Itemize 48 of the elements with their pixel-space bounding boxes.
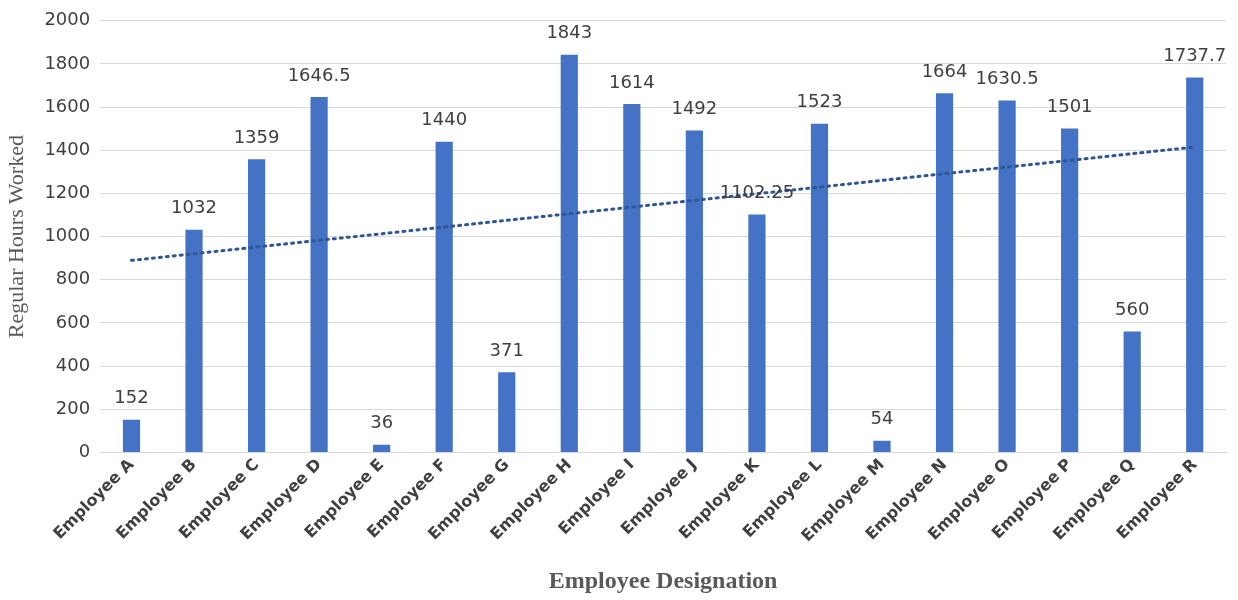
data-label: 371 <box>489 339 524 361</box>
y-axis-title: Regular Hours Worked <box>2 135 28 339</box>
data-label: 36 <box>370 411 394 433</box>
data-label: 1359 <box>233 125 280 147</box>
y-tick-label: 200 <box>55 396 91 418</box>
y-tick-label: 600 <box>55 310 91 332</box>
y-tick-label: 1000 <box>44 224 91 246</box>
data-label: 1737.7 <box>1163 44 1227 66</box>
bar <box>1061 128 1079 452</box>
bar <box>685 130 703 452</box>
bar <box>935 93 954 452</box>
bar <box>1186 77 1204 452</box>
y-tick-label: 1600 <box>44 94 91 116</box>
x-axis-title: Employee Designation <box>548 566 778 593</box>
data-label: 560 <box>1115 298 1150 320</box>
bar <box>998 100 1016 452</box>
bar <box>810 123 829 452</box>
bar <box>122 419 141 452</box>
bar <box>435 141 453 452</box>
y-tick-label: 400 <box>55 353 91 375</box>
data-label: 1032 <box>171 196 217 218</box>
bar <box>873 440 891 452</box>
y-tick-label: 2000 <box>44 8 91 30</box>
data-label: 1664 <box>921 59 968 81</box>
bar <box>498 372 516 452</box>
data-label: 54 <box>870 407 894 429</box>
data-label: 152 <box>114 386 149 408</box>
data-label: 1492 <box>671 97 718 119</box>
y-tick-label: 1400 <box>44 137 91 159</box>
bar <box>247 159 266 452</box>
data-label: 1523 <box>796 90 843 112</box>
data-label: 1843 <box>546 21 593 43</box>
data-label: 1440 <box>421 108 468 130</box>
data-label: 1501 <box>1046 95 1093 117</box>
y-tick-label: 1200 <box>44 181 91 203</box>
bar <box>185 229 203 452</box>
y-tick-label: 800 <box>55 267 91 289</box>
bar <box>373 444 391 452</box>
data-label: 1646.5 <box>287 63 351 85</box>
bar <box>1123 331 1141 452</box>
y-tick-label: 0 <box>78 440 91 462</box>
bar <box>623 104 641 452</box>
bar <box>748 214 766 452</box>
data-label: 1614 <box>608 70 655 92</box>
bar <box>310 97 328 452</box>
bar <box>560 54 578 452</box>
data-label: 1630.5 <box>975 67 1039 89</box>
y-tick-label: 1800 <box>44 51 91 73</box>
